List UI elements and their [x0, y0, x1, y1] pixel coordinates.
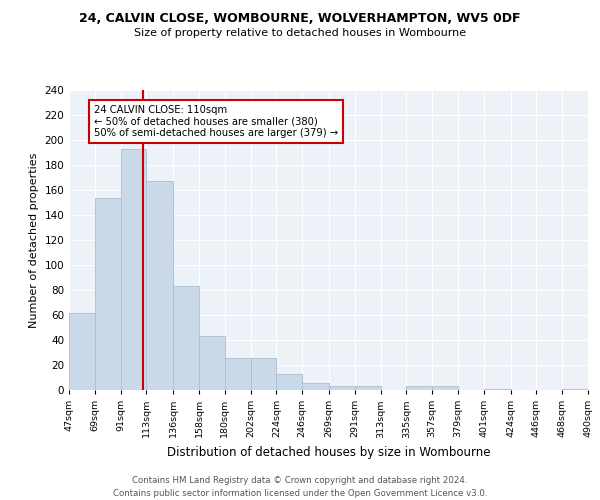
- Bar: [355, 386, 380, 390]
- Text: 24, CALVIN CLOSE, WOMBOURNE, WOLVERHAMPTON, WV5 0DF: 24, CALVIN CLOSE, WOMBOURNE, WOLVERHAMPT…: [79, 12, 521, 26]
- Bar: [251, 358, 277, 390]
- Bar: [225, 358, 251, 390]
- Text: Contains public sector information licensed under the Open Government Licence v3: Contains public sector information licen…: [113, 489, 487, 498]
- Bar: [69, 312, 95, 390]
- Bar: [146, 181, 173, 390]
- Bar: [302, 382, 329, 390]
- Y-axis label: Number of detached properties: Number of detached properties: [29, 152, 39, 328]
- Bar: [329, 386, 355, 390]
- Text: Size of property relative to detached houses in Wombourne: Size of property relative to detached ho…: [134, 28, 466, 38]
- Bar: [95, 198, 121, 390]
- Bar: [562, 389, 588, 390]
- X-axis label: Distribution of detached houses by size in Wombourne: Distribution of detached houses by size …: [167, 446, 490, 459]
- Bar: [406, 386, 432, 390]
- Bar: [277, 374, 302, 390]
- Bar: [199, 336, 225, 390]
- Bar: [173, 286, 199, 390]
- Text: Contains HM Land Registry data © Crown copyright and database right 2024.: Contains HM Land Registry data © Crown c…: [132, 476, 468, 485]
- Bar: [432, 386, 458, 390]
- Bar: [484, 389, 511, 390]
- Bar: [121, 149, 146, 390]
- Text: 24 CALVIN CLOSE: 110sqm
← 50% of detached houses are smaller (380)
50% of semi-d: 24 CALVIN CLOSE: 110sqm ← 50% of detache…: [94, 105, 338, 138]
